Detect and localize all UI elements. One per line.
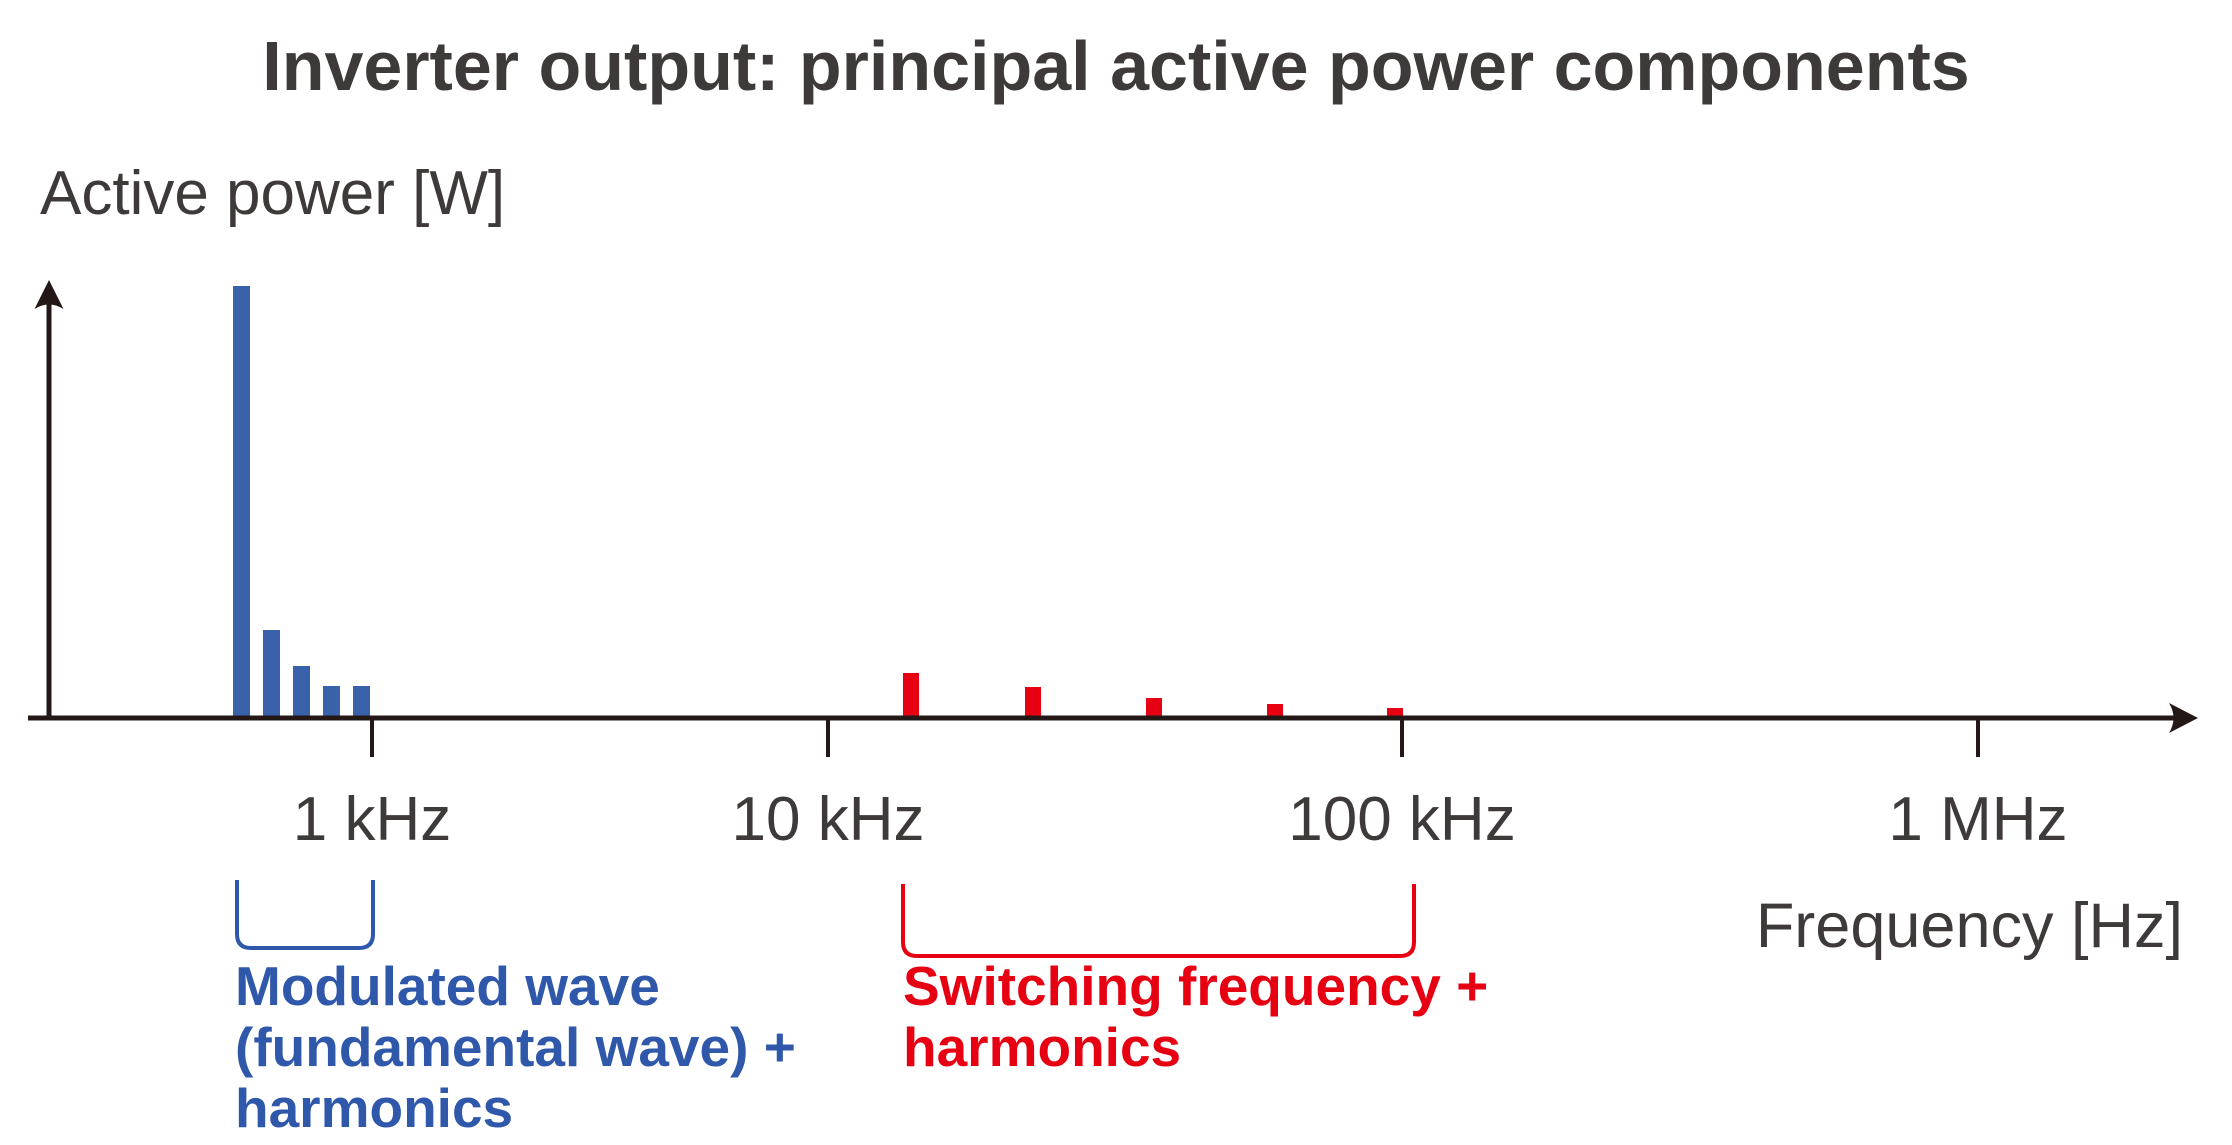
modulated-range-bracket	[235, 880, 375, 950]
y-axis-label: Active power [W]	[40, 159, 506, 228]
annotation-switching-frequency: Switching frequency + harmonics	[903, 955, 1489, 1078]
blue-bar-1	[233, 286, 250, 718]
x-axis-arrowhead-icon	[2169, 703, 2198, 733]
red-bar-5	[1387, 708, 1403, 718]
blue-bar-4	[323, 686, 340, 718]
x-tick-label-1-khz: 1 kHz	[292, 785, 452, 854]
red-bar-3	[1146, 698, 1162, 718]
switching-range-bracket	[901, 884, 1416, 958]
x-tick-label-1-mhz: 1 MHz	[1888, 785, 2068, 854]
blue-bar-5	[353, 686, 370, 718]
annotation-modulated-wave: Modulated wave (fundamental wave) + harm…	[235, 955, 796, 1139]
blue-bar-2	[263, 630, 280, 718]
x-tick-label-10-khz: 10 kHz	[731, 785, 925, 854]
red-bar-1	[903, 673, 919, 718]
x-axis-label: Frequency [Hz]	[1755, 891, 2183, 961]
y-axis-arrowhead-icon	[34, 280, 64, 309]
chart-title: Inverter output: principal active power …	[262, 27, 1970, 105]
blue-bar-3	[293, 666, 310, 718]
x-tick-label-100-khz: 100 kHz	[1288, 785, 1516, 854]
red-bar-2	[1025, 687, 1041, 718]
red-bar-4	[1267, 704, 1283, 718]
